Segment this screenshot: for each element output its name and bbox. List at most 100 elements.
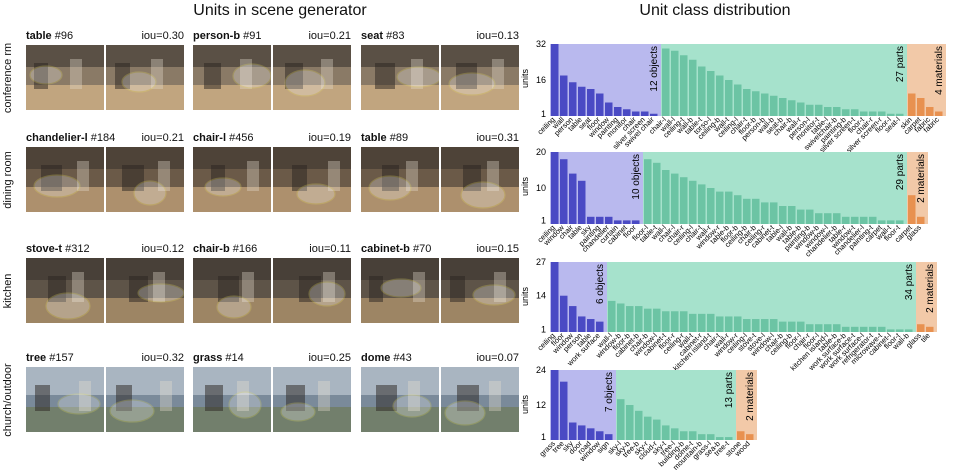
bar [824, 107, 832, 116]
unit-cell: cabinet-b #70 iou=0.15 [361, 243, 519, 323]
bar [743, 198, 751, 224]
unit-id: #157 [46, 352, 74, 364]
unit-header: chair-b #166 iou=0.11 [193, 243, 351, 257]
bar [935, 111, 943, 116]
bar [734, 316, 742, 332]
bar [737, 431, 745, 440]
unit-cell: tree #157 iou=0.32 [26, 352, 184, 432]
unit-iou: iou=0.25 [308, 352, 351, 364]
y-tick-label: 1 [541, 109, 546, 119]
bar [560, 75, 568, 116]
unit-header: grass #14 iou=0.25 [193, 352, 351, 366]
unit-iou: iou=0.21 [141, 132, 184, 144]
unit-cell: grass #14 iou=0.25 [193, 352, 351, 432]
bar [788, 321, 796, 332]
bar [815, 213, 823, 224]
bar [635, 410, 643, 440]
bar [725, 191, 733, 224]
bar [560, 159, 568, 224]
y-axis-label: units [520, 68, 530, 88]
bar [707, 434, 715, 440]
generated-image [273, 147, 351, 212]
group-count-label: 4 materials [934, 46, 945, 95]
unit-name: chair-l [193, 132, 227, 144]
unit-name: seat [361, 30, 384, 42]
unit-iou: iou=0.21 [308, 30, 351, 42]
y-axis-label: units [520, 394, 530, 414]
bar [551, 262, 559, 332]
bar [569, 173, 577, 224]
bar [908, 195, 916, 224]
generated-image [106, 258, 184, 323]
bar [644, 159, 652, 224]
unit-iou: iou=0.13 [476, 30, 519, 42]
bar [680, 311, 688, 332]
unit-iou: iou=0.15 [476, 243, 519, 255]
bar [716, 191, 724, 224]
bar [716, 75, 724, 116]
group-count-label: 2 materials [925, 264, 936, 313]
bar [644, 416, 652, 440]
unit-iou: iou=0.12 [141, 243, 184, 255]
bar [587, 319, 595, 332]
unit-iou: iou=0.07 [476, 352, 519, 364]
bar [887, 113, 895, 116]
generated-image [273, 45, 351, 110]
y-axis-label: units [520, 176, 530, 196]
unit-header: dome #43 iou=0.07 [361, 352, 519, 366]
bar [725, 437, 733, 440]
unit-id: #14 [222, 352, 244, 364]
bar [779, 321, 787, 332]
bar [752, 91, 760, 116]
bar [860, 111, 868, 116]
bar [860, 326, 868, 332]
bar [614, 220, 622, 224]
unit-cell: person-b #91 iou=0.21 [193, 30, 351, 110]
unit-header: tree #157 iou=0.32 [26, 352, 184, 366]
bar [653, 308, 661, 332]
bar [752, 198, 760, 224]
bar [761, 202, 769, 224]
bar [680, 177, 688, 224]
bar [725, 80, 733, 116]
bar [662, 48, 670, 116]
unit-name: chair-b [193, 243, 230, 255]
bar [698, 313, 706, 332]
bar [716, 316, 724, 332]
bar [626, 405, 634, 440]
category-label: tile [919, 331, 932, 344]
bar [644, 308, 652, 332]
bar [551, 44, 559, 116]
bar [614, 107, 622, 116]
bar [623, 220, 631, 224]
bar [698, 66, 706, 116]
generated-image [193, 45, 271, 110]
bar [842, 216, 850, 224]
generated-image [361, 258, 439, 323]
generated-image [26, 258, 104, 323]
unit-name: person-b [193, 30, 241, 42]
group-count-label: 34 parts [904, 264, 915, 300]
unit-header: cabinet-b #70 iou=0.15 [361, 243, 519, 257]
bar [587, 428, 595, 440]
bar [887, 220, 895, 224]
y-tick-label: 12 [536, 400, 546, 410]
unit-name: table [26, 30, 52, 42]
bar [743, 89, 751, 116]
bar [635, 306, 643, 332]
bar [878, 220, 886, 224]
bar [770, 95, 778, 116]
bar [878, 111, 886, 116]
bar [596, 216, 604, 224]
unit-header: table #89 iou=0.31 [361, 132, 519, 146]
unit-id: #70 [409, 243, 432, 255]
unit-cell: dome #43 iou=0.07 [361, 352, 519, 432]
bar [752, 319, 760, 332]
bar [662, 170, 670, 224]
bar [770, 319, 778, 332]
group-count-label: 10 objects [631, 154, 642, 200]
bar [878, 326, 886, 332]
bar [761, 319, 769, 332]
generated-image [26, 147, 104, 212]
